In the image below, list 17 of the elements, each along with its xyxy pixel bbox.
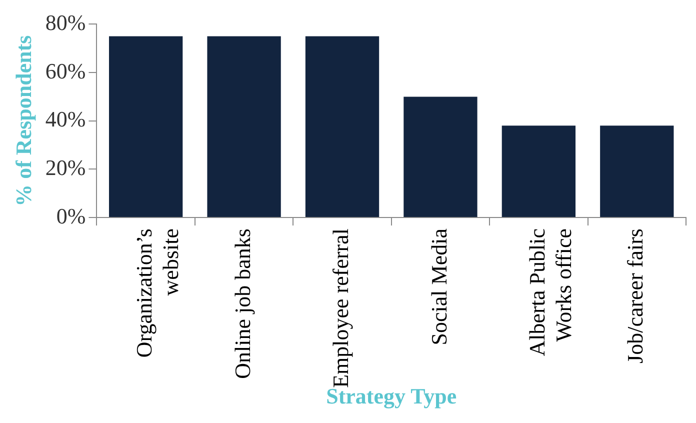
bar — [109, 36, 183, 217]
y-tick-label: 0% — [56, 203, 86, 228]
bar — [404, 96, 478, 217]
y-tick-label: 40% — [45, 106, 86, 132]
y-tick-label: 80% — [45, 10, 86, 35]
x-tick-label: Online job banks — [230, 228, 255, 379]
bar — [305, 36, 380, 217]
bar — [502, 126, 576, 217]
x-tick-label: Job/career fairs — [622, 228, 648, 364]
bar — [207, 36, 281, 217]
x-tick-label: Social Media — [426, 228, 452, 346]
bar — [600, 126, 674, 217]
x-tick-label: Alberta Public Works office — [524, 228, 576, 356]
x-tick-label: Organization’s website — [132, 228, 184, 358]
y-axis-title: % of Respondents — [10, 34, 36, 206]
y-tick-label: 20% — [45, 154, 86, 180]
y-tick-label: 60% — [45, 58, 86, 84]
